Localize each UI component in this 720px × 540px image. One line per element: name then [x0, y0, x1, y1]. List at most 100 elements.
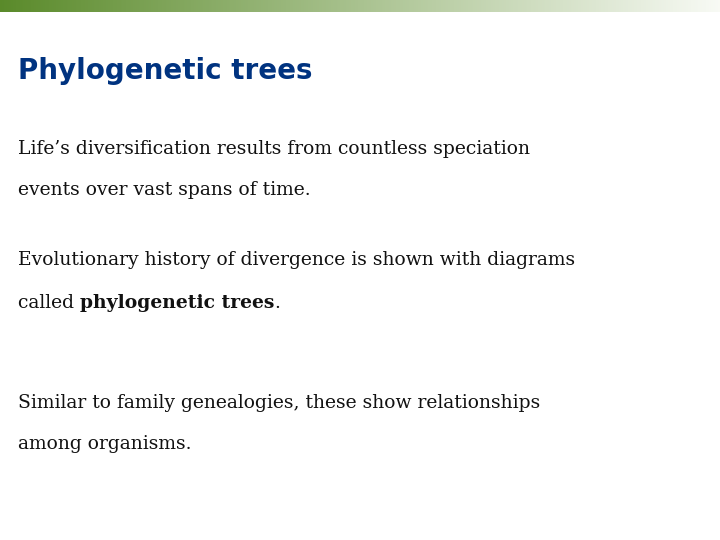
Bar [143, 0, 144, 12]
Bar [0, 0, 1, 12]
Bar [279, 0, 281, 12]
Bar [594, 0, 596, 12]
Bar [503, 0, 504, 12]
Bar [365, 0, 367, 12]
Bar [409, 0, 410, 12]
Bar [598, 0, 600, 12]
Bar [701, 0, 702, 12]
Text: called: called [18, 294, 80, 312]
Bar [539, 0, 540, 12]
Bar [510, 0, 511, 12]
Text: Life’s diversification results from countless speciation: Life’s diversification results from coun… [18, 140, 530, 158]
Bar [331, 0, 333, 12]
Bar [302, 0, 304, 12]
Bar [187, 0, 189, 12]
Bar [531, 0, 533, 12]
Bar [229, 0, 230, 12]
Bar [109, 0, 112, 12]
Bar [630, 0, 632, 12]
Bar [176, 0, 179, 12]
Bar [122, 0, 124, 12]
Bar [490, 0, 491, 12]
Bar [66, 0, 68, 12]
Bar [246, 0, 248, 12]
Bar [299, 0, 301, 12]
Bar [166, 0, 167, 12]
Bar [536, 0, 539, 12]
Bar [428, 0, 431, 12]
Bar [361, 0, 364, 12]
Bar [47, 0, 49, 12]
Bar [114, 0, 115, 12]
Bar [634, 0, 635, 12]
Text: phylogenetic trees: phylogenetic trees [80, 294, 274, 312]
Bar [194, 0, 196, 12]
Bar [153, 0, 155, 12]
Bar [529, 0, 531, 12]
Bar [353, 0, 355, 12]
Bar [567, 0, 569, 12]
Bar [464, 0, 467, 12]
Bar [158, 0, 161, 12]
Bar [349, 0, 351, 12]
Bar [714, 0, 716, 12]
Bar [171, 0, 173, 12]
Text: among organisms.: among organisms. [18, 435, 192, 453]
Bar [688, 0, 690, 12]
Bar [9, 0, 11, 12]
Bar [301, 0, 302, 12]
Bar [382, 0, 383, 12]
Bar [635, 0, 637, 12]
Bar [232, 0, 234, 12]
Bar [407, 0, 409, 12]
Bar [99, 0, 101, 12]
Bar [344, 0, 346, 12]
Bar [373, 0, 374, 12]
Bar [169, 0, 171, 12]
Bar [283, 0, 284, 12]
Bar [397, 0, 400, 12]
Bar [340, 0, 342, 12]
Bar [306, 0, 308, 12]
Bar [13, 0, 14, 12]
Bar [73, 0, 76, 12]
Bar [540, 0, 541, 12]
Bar [639, 0, 641, 12]
Bar [713, 0, 714, 12]
Bar [454, 0, 455, 12]
Bar [79, 0, 81, 12]
Bar [319, 0, 320, 12]
Bar [433, 0, 436, 12]
Bar [196, 0, 198, 12]
Bar [445, 0, 446, 12]
Bar [6, 0, 7, 12]
Bar [443, 0, 445, 12]
Bar [360, 0, 361, 12]
Bar [308, 0, 310, 12]
Bar [121, 0, 122, 12]
Bar [546, 0, 547, 12]
Bar [389, 0, 390, 12]
Bar [554, 0, 556, 12]
Bar [491, 0, 493, 12]
Bar [364, 0, 365, 12]
Bar [534, 0, 536, 12]
Bar [704, 0, 706, 12]
Bar [277, 0, 279, 12]
Bar [403, 0, 405, 12]
Bar [102, 0, 104, 12]
Bar [94, 0, 95, 12]
Bar [230, 0, 232, 12]
Bar [641, 0, 642, 12]
Bar [423, 0, 425, 12]
Bar [637, 0, 639, 12]
Bar [83, 0, 85, 12]
Bar [611, 0, 612, 12]
Bar [11, 0, 13, 12]
Bar [392, 0, 395, 12]
Bar [441, 0, 443, 12]
Bar [126, 0, 128, 12]
Bar [450, 0, 452, 12]
Bar [179, 0, 180, 12]
Bar [209, 0, 210, 12]
